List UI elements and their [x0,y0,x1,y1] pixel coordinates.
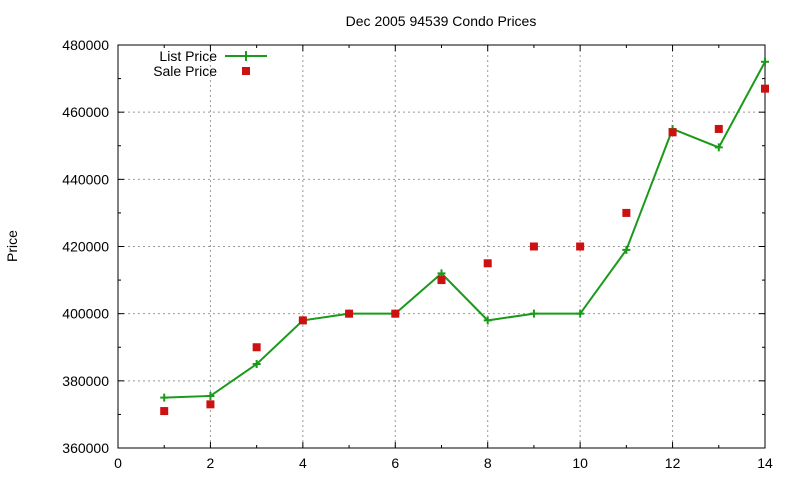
x-tick-label: 8 [484,455,492,471]
legend-marker-sale-price [242,67,250,75]
legend-marker-list-price [241,51,251,61]
sale-price-point [206,400,215,409]
y-tick-label: 360000 [62,440,109,456]
list-price-point [437,269,446,278]
y-tick-label: 420000 [62,239,109,255]
sale-price-point [345,309,354,318]
y-axis-label: Price [4,230,20,262]
sale-price-point [529,242,538,251]
list-price-point [576,309,585,318]
sale-price-point [761,84,769,93]
x-tick-label: 6 [391,455,399,471]
list-price-point [714,143,723,152]
legend-label-sale-price: Sale Price [153,63,217,79]
list-price-point [206,391,215,400]
sale-price-point [298,316,307,325]
x-tick-label: 4 [299,455,307,471]
grid [118,45,765,448]
y-tick-label: 440000 [62,171,109,187]
chart-title: Dec 2005 94539 Condo Prices [346,13,537,29]
list-price-line [164,61,766,399]
plot-frame [117,44,766,449]
list-price-point [529,309,538,318]
sale-price-point [483,259,492,268]
sale-price-point [160,407,169,416]
list-price-point [622,245,631,254]
y-tick-label: 400000 [62,306,109,322]
x-tick-label: 0 [114,455,122,471]
x-tick-label: 10 [572,455,588,471]
sale-price-point [437,276,446,285]
legend-label-list-price: List Price [159,48,217,64]
y-tick-label: 480000 [62,37,109,53]
x-tick-label: 2 [207,455,215,471]
sale-price-point [391,309,400,318]
sale-price-point [252,343,261,352]
x-tick-label: 14 [757,455,773,471]
axis-ticks: 0 2 4 6 8 10 12 14 360000 380000 400000 420000 44000… [62,37,773,471]
y-tick-label: 460000 [62,104,109,120]
list-price-point [483,316,492,325]
legend: List Price Sale Price [153,48,267,79]
x-tick-label: 12 [665,455,681,471]
list-price-point [160,393,169,402]
y-tick-label: 380000 [62,373,109,389]
series-layer [160,57,769,416]
sale-price-point [668,128,677,137]
list-price-point [252,360,261,369]
sale-price-point [576,242,585,251]
sale-price-point [714,124,723,133]
list-price-point [761,57,769,66]
sale-price-point [622,208,631,217]
